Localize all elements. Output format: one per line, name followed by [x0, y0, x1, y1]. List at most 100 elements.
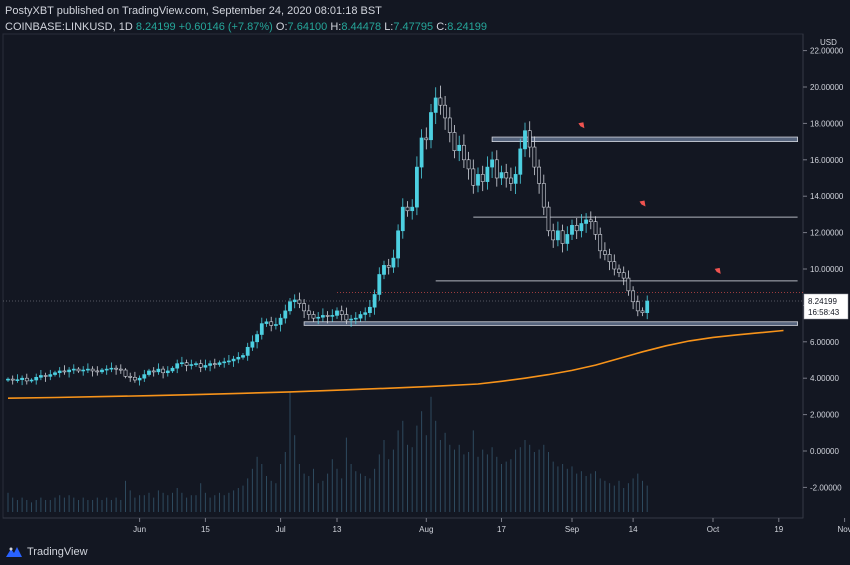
- volume-bar: [411, 447, 413, 512]
- x-tick-label: 17: [497, 525, 506, 534]
- volume-bar: [12, 497, 14, 512]
- candle-body: [518, 148, 523, 175]
- candle-body: [86, 368, 90, 371]
- candle-body: [433, 97, 438, 113]
- volume-bar: [7, 492, 9, 512]
- candle-body: [532, 146, 537, 168]
- candle-body: [133, 376, 137, 381]
- candlesticks: [6, 85, 650, 386]
- flag-icon: [578, 122, 585, 129]
- candle-body: [137, 377, 142, 381]
- candle-body: [494, 159, 499, 179]
- y-tick-label: -2.00000: [810, 483, 842, 492]
- candle-body: [43, 375, 48, 377]
- flag-icon: [639, 200, 646, 207]
- x-tick-label: Nov: [837, 525, 850, 534]
- volume-bar: [566, 468, 568, 512]
- volume-bar: [68, 495, 70, 512]
- volume-bar: [120, 500, 122, 512]
- volume-bar: [247, 478, 249, 512]
- candle-body: [429, 112, 433, 141]
- candle-body: [551, 230, 556, 241]
- candle-body: [405, 206, 410, 212]
- volume-bar: [308, 476, 310, 512]
- symbol-label[interactable]: COINBASE:LINKUSD, 1D: [5, 21, 133, 33]
- candle-body: [71, 368, 76, 371]
- volume-bar: [472, 430, 474, 512]
- tradingview-logo-icon: [6, 547, 22, 557]
- candle-body: [508, 177, 513, 184]
- y-tick-label: 0.00000: [810, 447, 839, 456]
- volume-bar: [477, 456, 479, 512]
- volume-bar: [585, 476, 587, 512]
- candle-body: [400, 206, 405, 232]
- candle-body: [118, 368, 123, 371]
- candle-body: [217, 362, 222, 365]
- volume-bar: [468, 452, 470, 512]
- y-tick-label: 12.00000: [810, 229, 844, 238]
- candle-body: [316, 316, 321, 319]
- candle-body: [555, 230, 560, 241]
- volume-bar: [533, 452, 535, 512]
- volume-bar: [228, 492, 230, 512]
- candle-body: [607, 254, 612, 263]
- candle-body: [165, 370, 170, 374]
- candle-body: [104, 368, 109, 371]
- open-value: 7.64100: [287, 21, 328, 33]
- price-axis[interactable]: 22.00000 20.00000 18.00000 16.00000 14.00000…: [803, 47, 849, 493]
- candle-body: [67, 369, 72, 373]
- candle-body: [490, 159, 495, 168]
- time-axis[interactable]: Jun15Jul13Aug17Sep14Oct19Nov16: [133, 518, 850, 534]
- candle-body: [344, 314, 349, 321]
- open-label: O:: [275, 21, 288, 33]
- volume-bar: [421, 411, 423, 512]
- volume-bar: [16, 500, 18, 512]
- volume-bar: [646, 485, 648, 512]
- ohlc-row: COINBASE:LINKUSD, 1D 8.24199 +0.60146 (+…: [5, 20, 487, 34]
- volume-bar: [355, 471, 357, 512]
- candle-body: [184, 362, 189, 366]
- candle-body: [175, 363, 180, 369]
- tradingview-brand[interactable]: TradingView: [5, 543, 88, 561]
- volume-bar: [482, 449, 484, 512]
- x-tick-label: Jun: [133, 525, 146, 534]
- candle-body: [391, 257, 396, 268]
- volume-bar: [557, 466, 559, 512]
- volume-bar: [129, 490, 131, 512]
- volume-bar: [449, 444, 451, 512]
- volume-bar: [378, 454, 380, 512]
- candle-body: [471, 168, 476, 186]
- volume-bar: [604, 480, 606, 512]
- volume-bar: [430, 396, 432, 512]
- candle-body: [358, 314, 363, 319]
- volume-bar: [63, 497, 65, 512]
- volume-bar: [251, 468, 253, 512]
- volume-bar: [96, 497, 98, 512]
- volume-bar: [538, 449, 540, 512]
- volume-bar: [284, 452, 286, 512]
- candle-body: [593, 221, 598, 235]
- close-value: 8.24199: [447, 21, 487, 33]
- volume-bar: [190, 495, 192, 512]
- candle-body: [560, 230, 565, 244]
- low-label: L:: [384, 21, 394, 33]
- support-resistance-zone: [491, 136, 799, 143]
- volume-bar: [407, 444, 408, 512]
- volume-bar: [172, 492, 173, 512]
- x-tick-label: 19: [774, 525, 783, 534]
- candle-body: [377, 274, 382, 295]
- y-tick-label: 20.00000: [810, 83, 844, 92]
- candle-body: [194, 363, 198, 365]
- low-value: 7.47795: [393, 21, 434, 33]
- current-price-label: 8.24199: [808, 297, 837, 306]
- volume-bar: [350, 464, 352, 512]
- volume-bar: [49, 500, 51, 512]
- support-resistance-zone: [303, 321, 799, 326]
- volume-bar: [233, 490, 235, 512]
- volume-bar: [642, 480, 643, 512]
- candle-body: [203, 365, 208, 368]
- y-tick-label: 6.00000: [810, 338, 839, 347]
- candle-body: [452, 132, 457, 152]
- candle-body: [302, 303, 307, 312]
